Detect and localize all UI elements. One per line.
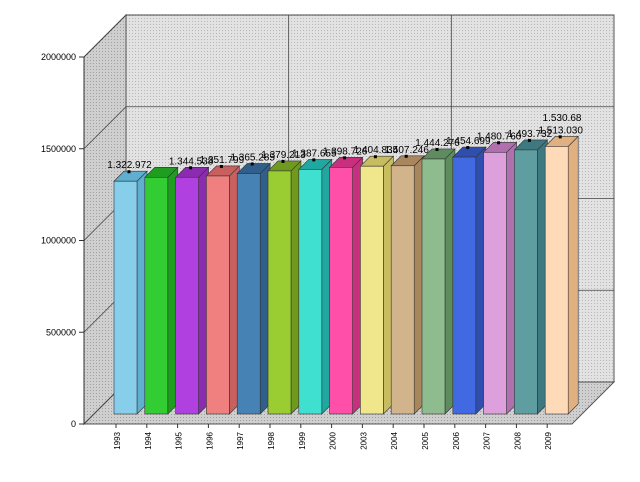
bar-front [514,149,538,415]
bar-front [236,173,261,415]
category-axis-labels: 1993 1994 1995 1996 1997 1998 1999 2000 2003 2004… [113,424,553,450]
x-tick-label: 2006 [452,431,461,449]
bar-front [144,176,169,415]
x-tick-label: 2004 [390,431,399,449]
x-tick-label: 1993 [113,431,122,449]
bar-front [113,180,138,415]
bar-1996 [205,165,241,415]
x-tick-label: 1995 [175,431,184,449]
data-label: 1.351.799 [200,155,245,166]
bar-front [267,170,292,415]
bar-2006 [452,146,487,415]
data-point-marker [497,141,501,145]
data-point-marker [219,164,223,168]
bar-2007 [482,141,518,415]
data-label: 1.493.732 [508,129,553,140]
bar-front [483,151,507,415]
x-tick-label: 2005 [421,431,430,449]
data-label: 1.513.030 [538,125,583,136]
bar-front [206,175,230,415]
x-tick-label: 2000 [329,431,338,449]
y-tick-label: 1000000 [41,236,76,246]
bar-front [544,146,569,415]
bar-2009 [544,135,579,415]
data-point-marker [250,162,254,166]
bar-2005 [421,148,456,415]
bar-side [567,135,579,415]
bar-2003 [359,155,395,415]
data-point-marker [527,138,531,142]
data-label: 1.344.538 [169,156,214,167]
x-tick-label: 2008 [513,431,522,449]
x-tick-label: 1999 [298,431,307,449]
x-tick-label: 1996 [205,431,214,449]
data-label: 1.387.655 [292,148,337,159]
data-point-marker [466,146,470,150]
data-label: 1.480.760 [477,131,522,142]
bar-front [298,169,323,415]
bar-front [329,167,353,415]
data-point-marker [558,135,562,139]
bar-1994 [144,166,179,415]
y-tick-label: 0 [71,419,76,429]
data-label: 1.404.835 [354,145,399,156]
value-axis: 0 500000 1000000 1500000 2000000 [41,52,85,429]
data-point-marker [404,154,408,158]
bar-front [175,176,199,415]
y-tick-label: 500000 [46,327,76,337]
bar-1995 [174,166,210,415]
bar-1993 [113,170,148,415]
data-label: 1.379.213 [261,150,306,161]
bar-1997 [236,162,271,415]
data-point-marker [127,170,131,174]
data-point-marker [435,147,439,151]
x-tick-label: 2003 [359,431,368,449]
x-tick-label: 2007 [483,431,492,449]
data-point-marker [281,159,285,163]
data-labels: 1.322.972 1.344.5381.351.7991.365.2851.37… [107,113,583,174]
x-tick-label: 1994 [144,431,153,449]
bar-2000 [328,156,364,415]
bar-2008 [513,139,549,415]
y-tick-label: 1500000 [41,144,76,154]
bar-1998 [267,160,302,415]
data-label: 1.407.246 [384,145,429,156]
bar-2004 [390,155,425,415]
data-point-marker [189,166,193,170]
bar-1999 [298,158,333,415]
x-tick-label: 2009 [544,431,553,449]
data-point-marker [373,155,377,159]
bar-front [390,165,415,415]
x-tick-label: 1998 [267,431,276,449]
data-label: 1.398.726 [323,146,368,157]
data-label: 1.454.699 [446,136,491,147]
bar-front [360,165,384,415]
bar-front [452,156,477,415]
data-label: 1.365.285 [230,152,275,163]
data-label: 1.322.972 [107,160,152,171]
data-label: 1.444.276 [415,138,460,149]
y-tick-label: 2000000 [41,52,76,62]
data-point-marker [343,156,347,160]
data-point-marker [312,158,316,162]
x-tick-label: 1997 [236,431,245,449]
bar-front [421,158,446,415]
bars [113,135,579,415]
data-label-extra: 1.530.68 [543,113,582,124]
